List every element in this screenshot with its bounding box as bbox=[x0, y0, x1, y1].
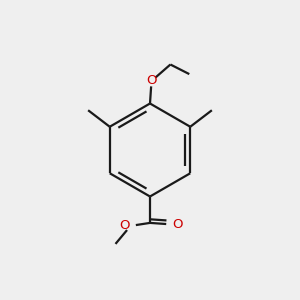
Text: O: O bbox=[146, 74, 157, 88]
Text: O: O bbox=[172, 218, 183, 231]
Text: O: O bbox=[119, 219, 130, 232]
